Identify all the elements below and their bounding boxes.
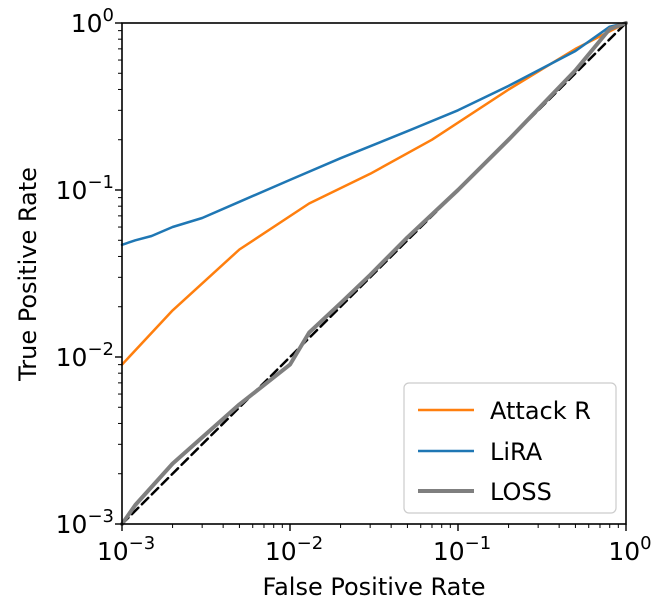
legend-box [403, 382, 617, 514]
tick-layer: 10−3 10−2 10−1 100 10−3 10−2 10−1 100 [56, 5, 652, 566]
legend-label-loss: LOSS [490, 478, 552, 506]
x-tick-label: 10−3 [97, 533, 155, 566]
series-layer [120, 21, 628, 526]
y-tick-label: 10−1 [56, 172, 114, 205]
x-axis-label: False Positive Rate [262, 573, 485, 601]
x-tick-label: 10−2 [265, 533, 323, 566]
series-line-loss [120, 21, 628, 526]
series-line-attack-r [120, 21, 628, 366]
plot-frame [121, 22, 627, 525]
y-tick-label: 10−3 [56, 506, 114, 539]
legend-label-attack-r: Attack R [490, 397, 591, 425]
legend: Attack R LiRA LOSS [403, 382, 617, 514]
legend-label-lira: LiRA [490, 438, 543, 466]
series-line-lira [120, 21, 628, 247]
x-tick-label: 10−1 [433, 533, 491, 566]
y-tick-label: 10−2 [56, 339, 114, 372]
y-axis-label: True Positive Rate [14, 167, 42, 382]
y-tick-label: 100 [71, 5, 114, 38]
x-tick-label: 100 [608, 533, 651, 566]
